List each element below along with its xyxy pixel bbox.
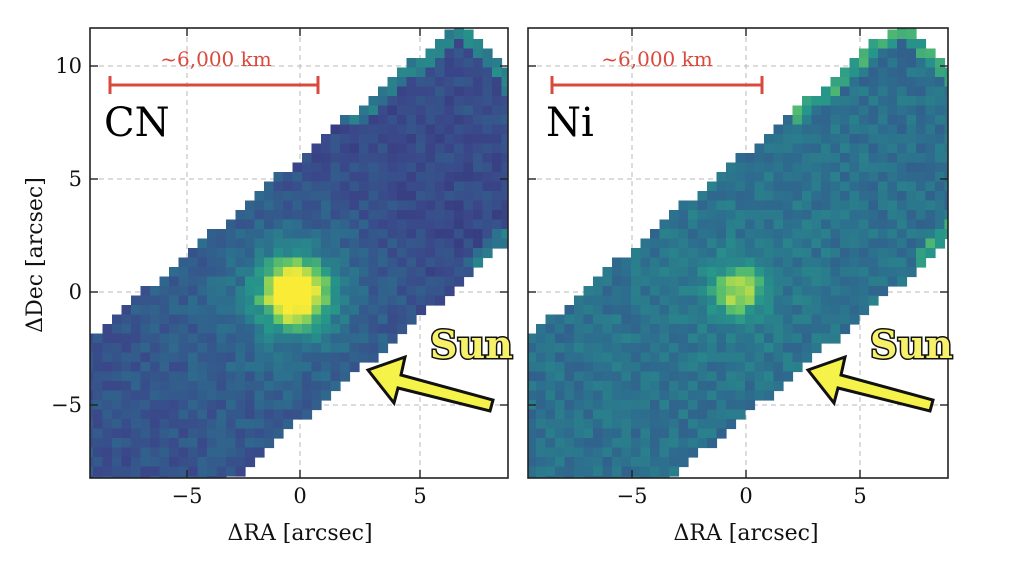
y-axis-label: ΔDec [arcsec]: [23, 177, 48, 333]
ni-sun-arrow-icon: [805, 354, 935, 413]
ni-emission-map: [528, 28, 948, 478]
panel-ni: −5 0 5 ~6,000 km Ni Sun: [527, 27, 954, 508]
cn-y-tick: −5: [51, 393, 82, 417]
cn-sun-direction: Sun: [365, 321, 514, 413]
cn-x-tick: −5: [172, 484, 203, 508]
cn-sun-label: Sun: [430, 322, 513, 367]
cn-y-tick: 10: [55, 54, 82, 78]
panel-cn: −5 0 5 10 5 0 −5 ~6,000 km CN Sun: [51, 27, 514, 508]
ni-sun-direction: Sun: [805, 321, 954, 413]
ni-scale-label: ~6,000 km: [601, 47, 712, 71]
ni-x-axis-label: ΔRA [arcsec]: [673, 521, 818, 546]
cn-x-tick: 0: [293, 484, 306, 508]
ni-x-tick: 0: [739, 484, 752, 508]
ni-frame: [527, 27, 949, 479]
cn-y-tick: 5: [69, 167, 82, 191]
cn-x-axis-label: ΔRA [arcsec]: [227, 521, 372, 546]
cn-emission-map: [90, 28, 508, 478]
ni-x-tick: −5: [617, 484, 648, 508]
ni-scale-bar: ~6,000 km: [550, 47, 764, 94]
cn-frame: [89, 27, 509, 479]
ni-sun-label: Sun: [870, 322, 953, 367]
ni-species-label: Ni: [546, 100, 594, 146]
cn-species-label: CN: [104, 100, 170, 146]
cn-x-tick: 5: [413, 484, 426, 508]
cn-sun-arrow-icon: [365, 354, 495, 413]
cn-y-tick: 0: [69, 280, 82, 304]
cn-scale-bar: ~6,000 km: [108, 47, 320, 94]
ni-x-tick: 5: [853, 484, 866, 508]
cn-scale-label: ~6,000 km: [160, 47, 271, 71]
